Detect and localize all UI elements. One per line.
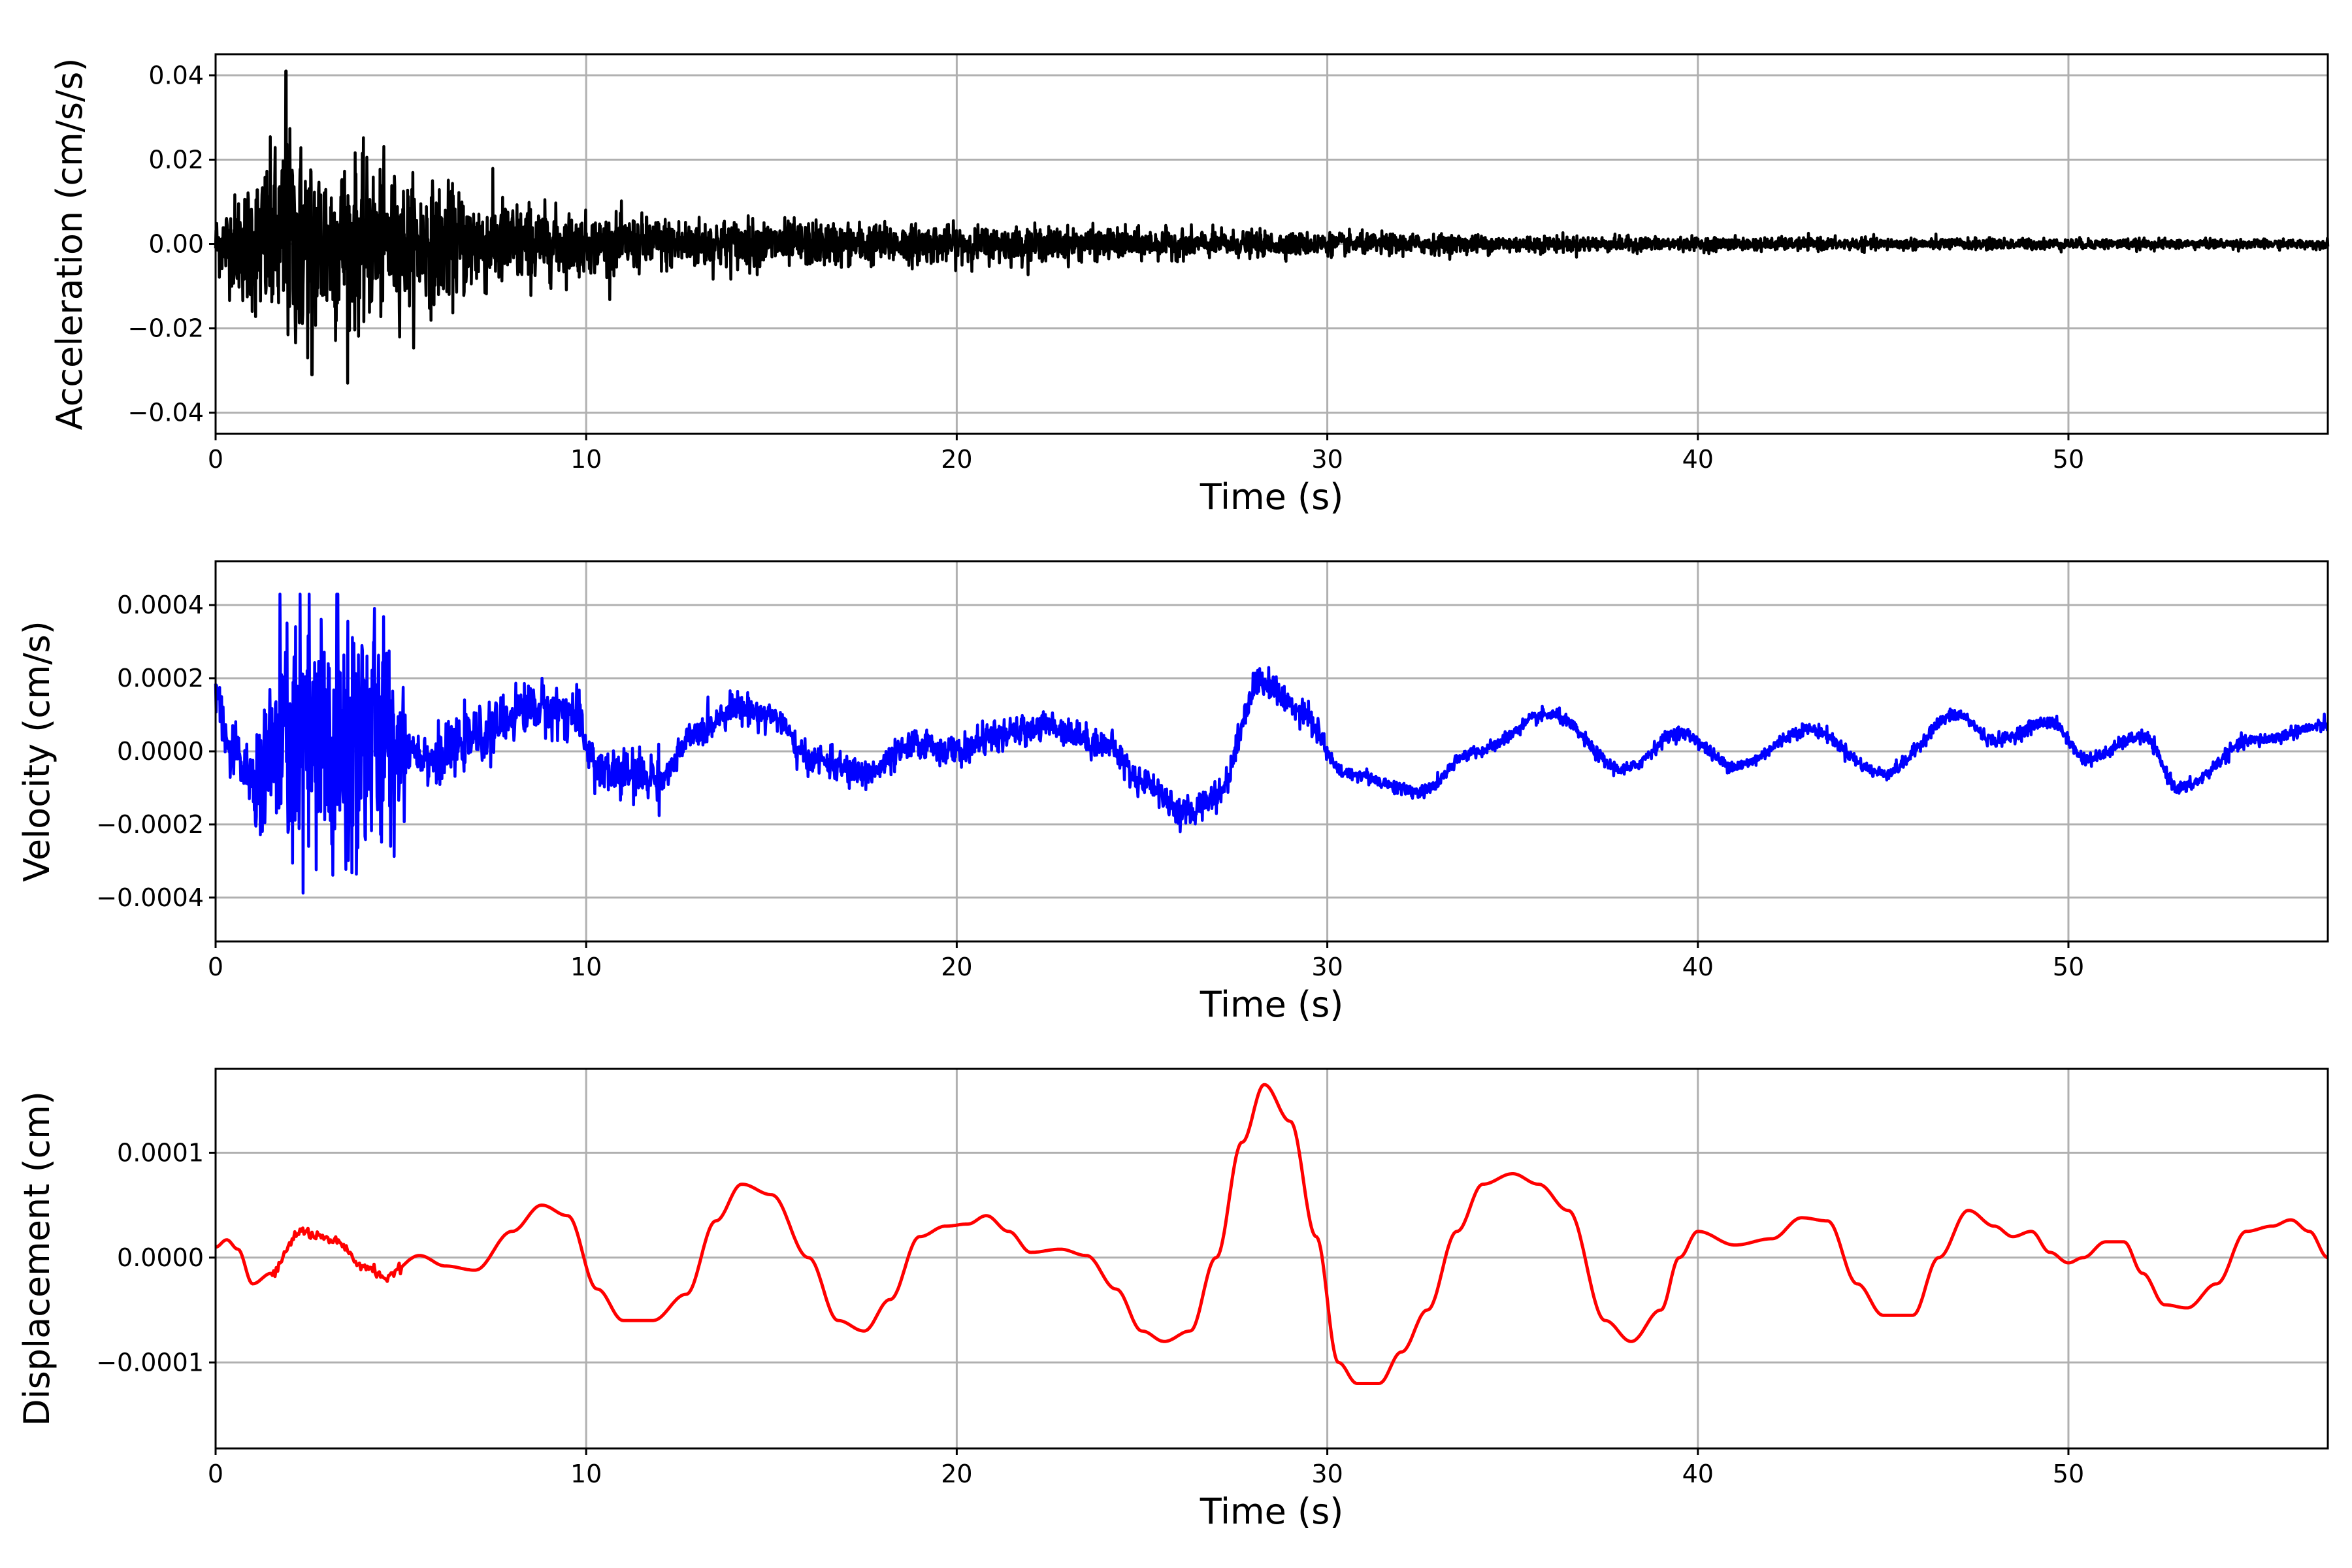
acceleration-series xyxy=(214,69,2330,385)
displacement-y-tick-label: 0.0001 xyxy=(117,1138,204,1167)
displacement-y-axis-title: Displacement (cm) xyxy=(16,1091,57,1426)
velocity-x-tick-label: 10 xyxy=(570,953,602,981)
acceleration-y-axis-title: Acceleration (cm/s/s) xyxy=(49,58,90,431)
acceleration-x-tick-label: 20 xyxy=(941,445,972,474)
velocity-y-tick-label: 0.0002 xyxy=(117,664,204,693)
displacement-grid xyxy=(216,1069,2328,1448)
acceleration-y-tick-label: −0.02 xyxy=(128,314,204,343)
acceleration-x-tick-label: 40 xyxy=(1682,445,1714,474)
acceleration-x-tick-label: 50 xyxy=(2053,445,2084,474)
displacement-x-tick-label: 20 xyxy=(941,1460,972,1488)
velocity-y-tick-label: −0.0004 xyxy=(96,883,204,912)
acceleration-line xyxy=(214,69,2330,385)
velocity-y-tick-label: 0.0000 xyxy=(117,737,204,766)
acceleration-axes-frame xyxy=(214,53,2329,435)
acceleration-panel: 0 10 20 30 40 50 −0.04 −0.02 0.00 0.02 0.04 Time (… xyxy=(49,53,2330,517)
acceleration-x-tick-label: 10 xyxy=(570,445,602,474)
displacement-x-tick-label: 50 xyxy=(2053,1460,2084,1488)
acceleration-y-tick-label: −0.04 xyxy=(128,399,204,427)
displacement-x-tick-label: 10 xyxy=(570,1460,602,1488)
acceleration-x-axis-title: Time (s) xyxy=(1200,476,1344,517)
velocity-x-tick-label: 30 xyxy=(1311,953,1343,981)
velocity-line xyxy=(214,593,2329,895)
velocity-series xyxy=(214,593,2329,895)
displacement-x-tick-label: 40 xyxy=(1682,1460,1714,1488)
acceleration-x-tick-label: 30 xyxy=(1311,445,1343,474)
velocity-x-tick-label: 0 xyxy=(208,953,223,981)
acceleration-ticks: 0 10 20 30 40 50 −0.04 −0.02 0.00 0.02 0.04 xyxy=(128,61,2085,474)
velocity-y-tick-label: −0.0002 xyxy=(96,810,204,839)
velocity-x-tick-label: 20 xyxy=(941,953,972,981)
acceleration-y-tick-label: 0.00 xyxy=(148,230,204,259)
velocity-x-axis-title: Time (s) xyxy=(1200,984,1344,1025)
velocity-y-axis-title: Velocity (cm/s) xyxy=(16,621,57,882)
acceleration-y-tick-label: 0.02 xyxy=(148,145,204,174)
displacement-y-tick-label: −0.0001 xyxy=(96,1348,204,1377)
displacement-ticks: 0 10 20 30 40 50 −0.0001 0.0000 0.0001 xyxy=(96,1138,2084,1488)
displacement-y-tick-label: 0.0000 xyxy=(117,1243,204,1272)
displacement-line xyxy=(215,1083,2328,1385)
velocity-x-tick-label: 50 xyxy=(2053,953,2084,981)
velocity-y-tick-label: 0.0004 xyxy=(117,591,204,619)
acceleration-x-tick-label: 0 xyxy=(208,445,223,474)
displacement-x-tick-label: 0 xyxy=(208,1460,223,1488)
displacement-series xyxy=(215,1083,2328,1385)
velocity-panel: 0 10 20 30 40 50 −0.0004 −0.0002 0.0000 0.0002 0.0… xyxy=(16,560,2329,1025)
displacement-axes-frame xyxy=(214,1068,2329,1450)
displacement-x-axis-title: Time (s) xyxy=(1200,1491,1344,1532)
acceleration-y-tick-label: 0.04 xyxy=(148,61,204,90)
velocity-ticks: 0 10 20 30 40 50 −0.0004 −0.0002 0.0000 0.0002 0.0… xyxy=(96,591,2084,981)
velocity-x-tick-label: 40 xyxy=(1682,953,1714,981)
displacement-x-tick-label: 30 xyxy=(1311,1460,1343,1488)
velocity-axes-frame xyxy=(214,560,2329,943)
